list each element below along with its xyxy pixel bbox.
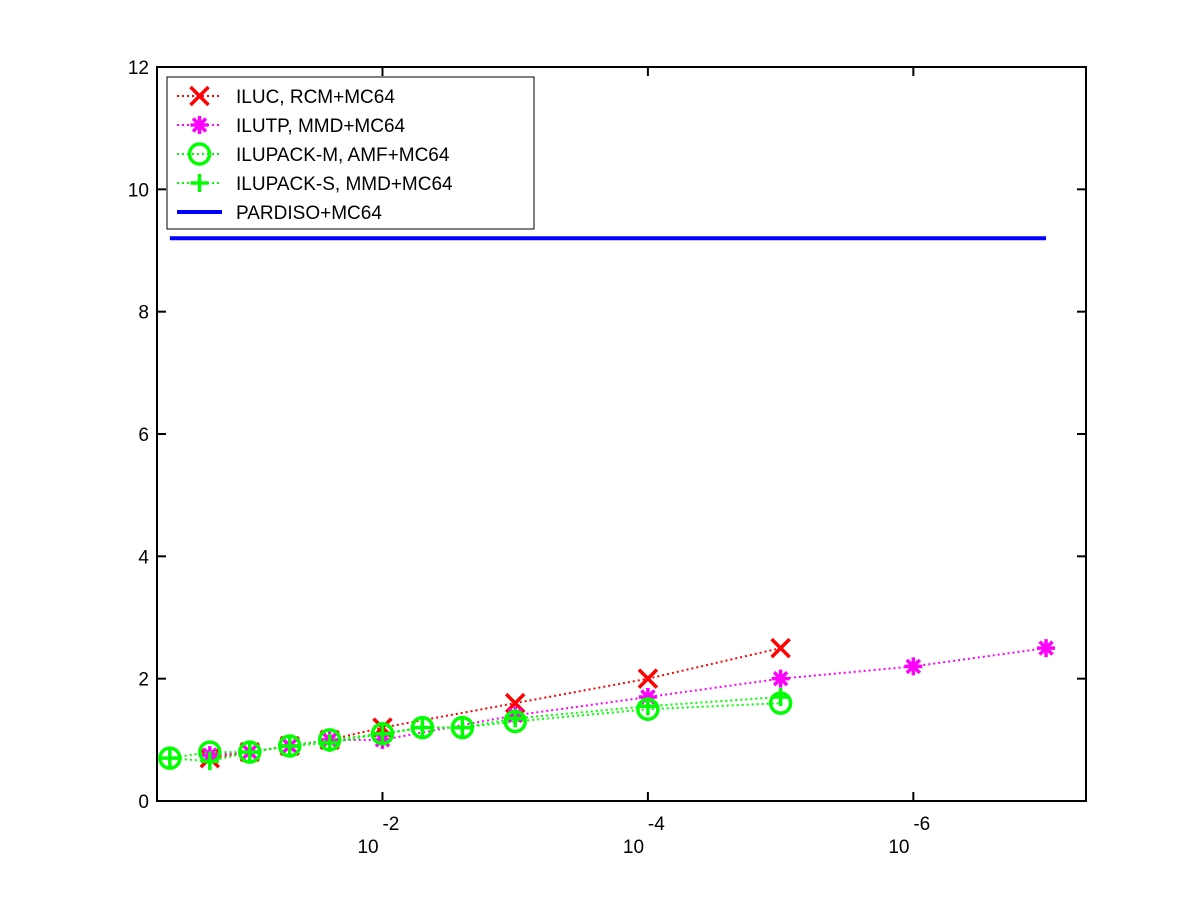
x-tick-label-base: 10 — [623, 837, 644, 858]
legend-item: ILUPACK-M, AMF+MC64 — [177, 142, 450, 166]
plus-marker — [280, 736, 299, 755]
plus-marker — [453, 718, 472, 737]
plus-marker — [771, 688, 790, 707]
y-tick-label: 0 — [138, 792, 149, 813]
legend-label: ILUPACK-M, AMF+MC64 — [236, 145, 450, 166]
y-tick-label: 2 — [138, 670, 149, 691]
legend-label: ILUTP, MMD+MC64 — [236, 116, 406, 137]
plus-marker — [506, 709, 525, 728]
series-4 — [160, 688, 790, 771]
asterisk-marker — [190, 116, 209, 134]
plus-marker — [373, 724, 392, 743]
y-tick-label: 10 — [128, 180, 149, 201]
legend-item: PARDISO+MC64 — [177, 203, 382, 224]
x-tick-label: 10-4 — [623, 814, 665, 858]
asterisk-marker — [771, 669, 790, 688]
legend-label: ILUC, RCM+MC64 — [236, 87, 395, 108]
x-marker — [189, 85, 210, 107]
circle-marker — [238, 740, 262, 764]
legend: ILUC, RCM+MC64 ILUTP, MMD+MC64 ILUPACK-M, … — [166, 76, 535, 230]
legend-item: ILUPACK-S, MMD+MC64 — [177, 174, 453, 195]
plus-marker — [200, 752, 219, 771]
plus-marker — [320, 733, 339, 752]
legend-item: ILUTP, MMD+MC64 — [177, 116, 406, 137]
legend-label: PARDISO+MC64 — [236, 203, 382, 224]
asterisk-marker — [904, 657, 923, 676]
circle-marker — [158, 746, 182, 770]
asterisk-marker — [1037, 639, 1056, 658]
x-tick-label: 10-6 — [888, 814, 930, 858]
plus-marker — [413, 718, 432, 737]
y-tick-label: 12 — [128, 58, 149, 79]
circle-marker — [370, 721, 395, 746]
legend-box — [166, 76, 535, 230]
x-tick-label-exponent: -2 — [382, 814, 399, 835]
x-tick-label-base: 10 — [888, 837, 909, 858]
plus-marker — [240, 743, 259, 762]
x-tick-label: 10-2 — [357, 814, 399, 858]
x-tick-label-base: 10 — [357, 837, 378, 858]
asterisk-marker — [638, 688, 657, 707]
x-tick-label-exponent: -4 — [648, 814, 665, 835]
x-marker — [637, 668, 659, 689]
legend-label: ILUPACK-S, MMD+MC64 — [236, 174, 453, 195]
plus-marker — [638, 697, 657, 716]
legend-item: ILUC, RCM+MC64 — [177, 85, 395, 108]
x-marker — [770, 637, 791, 659]
circle-marker — [187, 142, 212, 166]
y-tick-label: 8 — [138, 303, 149, 324]
y-tick-label: 4 — [138, 547, 149, 568]
series-layer — [158, 236, 1056, 771]
x-tick-label-exponent: -6 — [913, 814, 930, 835]
y-tick-label: 6 — [138, 425, 149, 446]
plus-marker — [160, 749, 179, 768]
plus-marker — [190, 174, 209, 192]
